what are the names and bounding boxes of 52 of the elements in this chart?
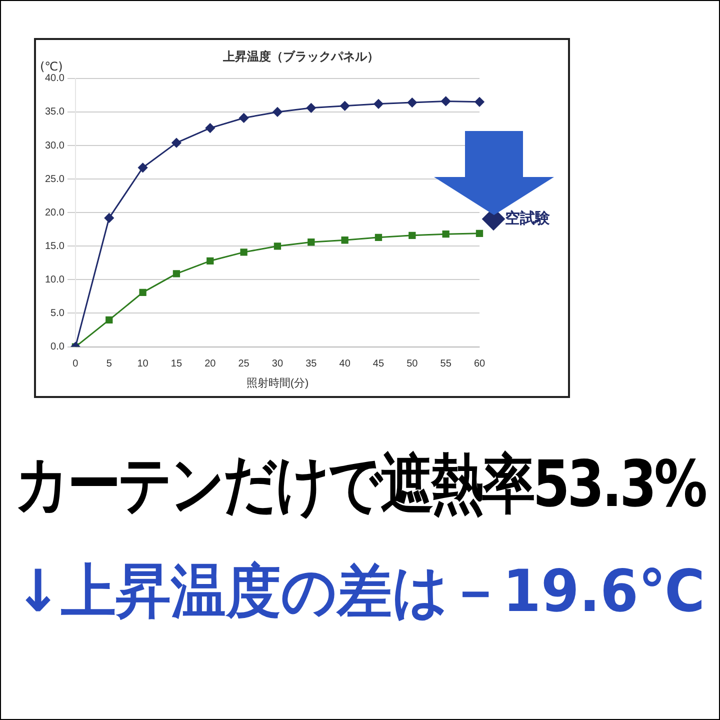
point: [239, 113, 249, 123]
point: [306, 103, 316, 113]
x-tick-label: 40: [339, 358, 351, 370]
point: [139, 288, 146, 296]
y-tick-label: 0.0: [50, 342, 65, 353]
x-tick-label: 30: [272, 358, 284, 370]
point: [308, 238, 315, 246]
point: [408, 232, 416, 239]
point: [374, 234, 382, 242]
text: カーテンだけで遮熱率53.3%: [15, 447, 706, 524]
y-tick-label: 40.0: [44, 73, 65, 84]
point: [407, 98, 417, 108]
y-tick-label: 10.0: [44, 274, 65, 286]
point: [442, 230, 450, 238]
x-tick-label: 60: [474, 358, 486, 370]
point: [205, 123, 215, 133]
point: [206, 257, 214, 264]
point: [474, 97, 484, 107]
x-tick-label: 50: [406, 358, 418, 370]
y-tick-label: 35.0: [44, 106, 65, 118]
point: [374, 99, 384, 109]
point: [138, 162, 148, 172]
y-axis-title: (℃): [40, 59, 63, 74]
x-tick-label: 35: [306, 358, 318, 370]
x-tick-label: 20: [204, 358, 216, 370]
y-tick-label: 20.0: [44, 207, 65, 218]
point: [104, 213, 114, 223]
point: [240, 248, 248, 256]
x-axis-title: 照射時間(分): [246, 376, 309, 390]
point: [441, 96, 451, 106]
point: [476, 230, 484, 237]
point: [272, 107, 282, 117]
x-tick-label: 55: [440, 358, 452, 370]
point: [274, 242, 282, 250]
point: [172, 270, 180, 278]
x-tick-label: 10: [137, 358, 149, 370]
x-tick-label: 45: [372, 358, 384, 370]
point: [340, 101, 350, 111]
x-tick-label: 5: [106, 358, 112, 370]
point: [172, 138, 182, 148]
point: [106, 316, 113, 324]
x-tick-label: 15: [170, 358, 182, 370]
text: ↓上昇温度の差は－19.6℃: [15, 556, 705, 627]
x-tick-label: 25: [238, 358, 250, 370]
y-tick-label: 25.0: [44, 174, 65, 185]
y-tick-label: 5.0: [50, 308, 65, 319]
x-tick-label: 0: [72, 358, 79, 370]
point: [341, 236, 348, 244]
legend-label: 空試験: [505, 209, 551, 228]
chart-title: 上昇温度（ブラックパネル）: [222, 50, 379, 64]
y-tick-label: 15.0: [44, 240, 65, 252]
y-tick-label: 30.0: [44, 140, 65, 152]
